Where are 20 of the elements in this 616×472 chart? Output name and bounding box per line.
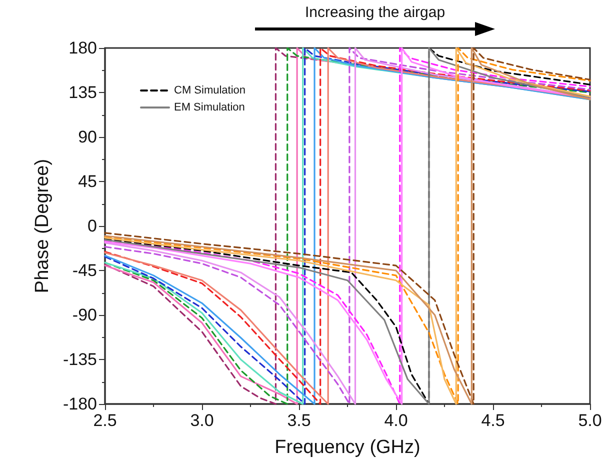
x-tick-label: 3.0 <box>190 411 214 430</box>
x-tick-label: 5.0 <box>578 411 602 430</box>
text: Increasing the airgap <box>304 4 446 21</box>
y-tick-label: -90 <box>72 306 97 324</box>
y-axis-title: Phase (Degree) <box>32 158 54 294</box>
y-tick-label: 45 <box>78 172 97 191</box>
y-tick-label: 135 <box>68 83 97 102</box>
y-tick-label: 0 <box>88 216 97 236</box>
legend-label: CM Simulation <box>174 84 246 96</box>
legend-label: EM Simulation <box>174 102 245 114</box>
y-tick-label: -180 <box>62 394 97 414</box>
x-tick-label: 4.5 <box>481 411 505 430</box>
y-tick-label: -45 <box>72 261 97 280</box>
x-tick-label: 4.0 <box>384 411 408 430</box>
y-tick-label: -135 <box>62 350 97 369</box>
x-tick-label: 2.5 <box>93 411 117 430</box>
y-tick-label: 90 <box>78 128 97 146</box>
x-tick-label: 3.5 <box>287 411 311 430</box>
x-axis-title: Frequency (GHz) <box>274 437 420 458</box>
y-tick-label: 180 <box>68 38 97 58</box>
